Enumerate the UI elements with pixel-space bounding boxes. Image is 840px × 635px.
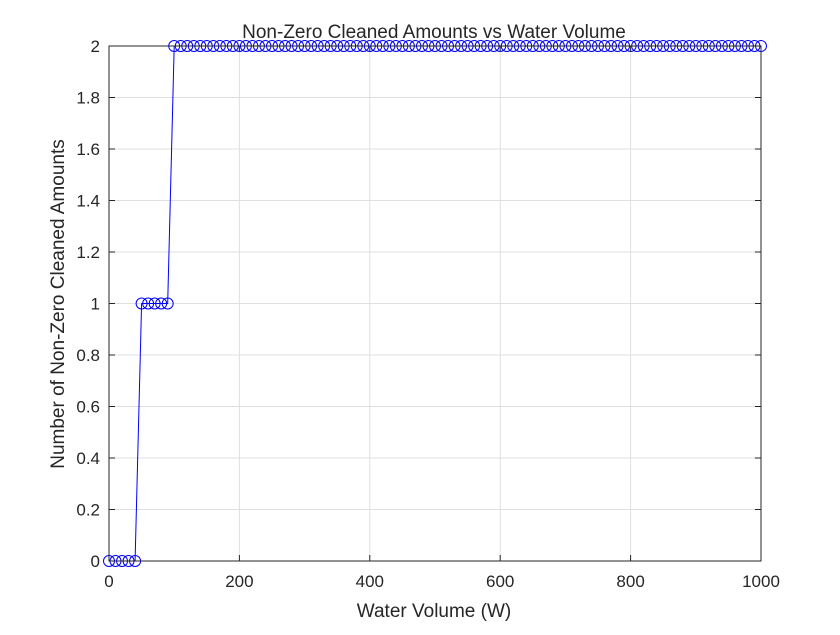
y-tick-label: 1.4 — [76, 192, 100, 211]
y-tick-label: 0.6 — [76, 398, 100, 417]
chart-title: Non-Zero Cleaned Amounts vs Water Volume — [242, 22, 626, 43]
y-tick-label: 1.2 — [76, 243, 100, 262]
y-tick-label: 0.2 — [76, 501, 100, 520]
x-tick-label: 0 — [104, 572, 113, 591]
x-tick-label: 1000 — [742, 572, 780, 591]
x-tick-label: 600 — [486, 572, 514, 591]
y-axis-label: Number of Non-Zero Cleaned Amounts — [48, 139, 69, 469]
y-tick-label: 0 — [91, 552, 100, 571]
grid-layer — [108, 45, 762, 562]
x-tick-label: 200 — [225, 572, 253, 591]
y-tick-label: 0.8 — [76, 346, 100, 365]
data-point-marker — [148, 297, 161, 310]
data-point-marker — [142, 297, 155, 310]
y-tick-label: 1 — [91, 295, 100, 314]
data-point-marker — [135, 297, 148, 310]
x-tick-label: 400 — [356, 572, 384, 591]
x-tick-label: 800 — [616, 572, 644, 591]
x-axis-label: Water Volume (W) — [357, 601, 512, 622]
axes-layer: 0 200 400 600 800 1000 0 0.2 0.4 0.6 0.8 1 1.2 1.4 1.6… — [76, 37, 780, 591]
y-tick-label: 1.6 — [76, 140, 100, 159]
data-point-marker — [155, 297, 168, 310]
data-point-marker — [161, 297, 174, 310]
y-tick-label: 1.8 — [76, 89, 100, 108]
y-tick-label: 0.4 — [76, 449, 100, 468]
y-tick-label: 2 — [91, 37, 100, 56]
